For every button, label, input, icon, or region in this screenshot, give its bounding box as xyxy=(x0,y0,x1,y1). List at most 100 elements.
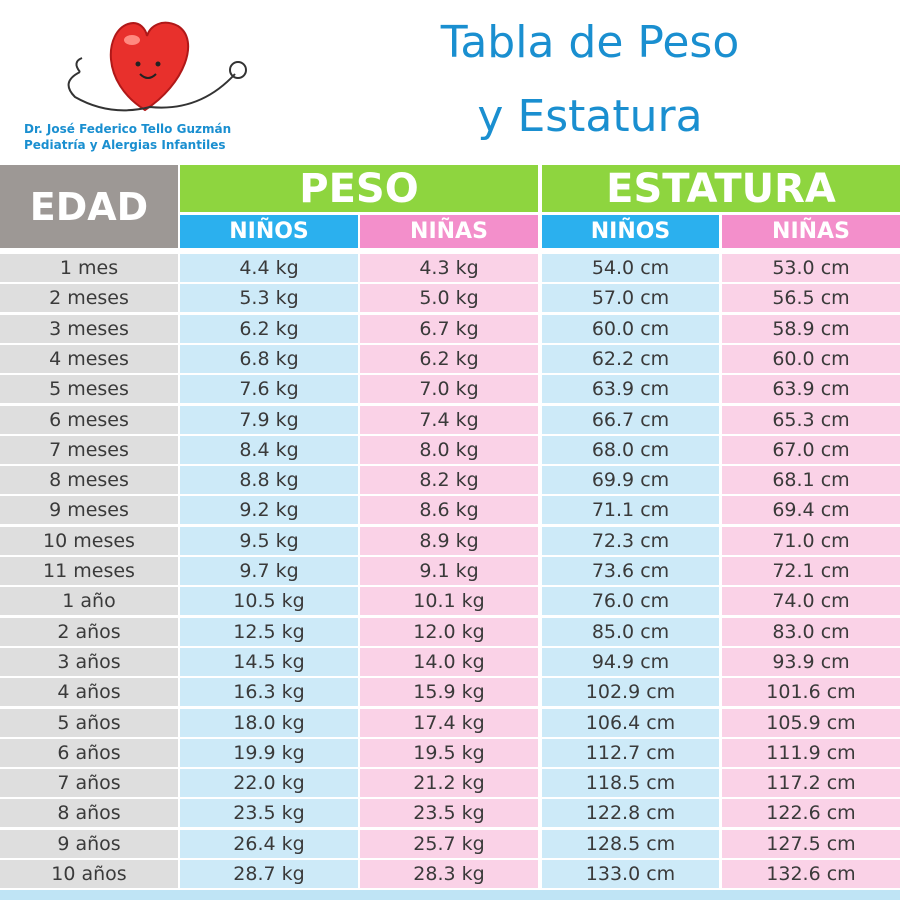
value-cell: 117.2 cm xyxy=(722,769,900,798)
value-cell: 73.6 cm xyxy=(542,557,719,585)
value-cell: 7.6 kg xyxy=(180,375,358,404)
value-cell: 12.5 kg xyxy=(180,617,358,646)
value-cell: 5.0 kg xyxy=(360,284,538,313)
value-cell: 93.9 cm xyxy=(722,647,900,676)
age-cell: 6 meses xyxy=(0,405,178,434)
value-cell: 76.0 cm xyxy=(542,587,719,616)
value-cell: 112.7 cm xyxy=(542,738,719,767)
value-cell: 122.8 cm xyxy=(542,799,719,828)
doctor-name: Dr. José Federico Tello Guzmán xyxy=(24,122,232,136)
subheader: NIÑOS xyxy=(542,215,719,248)
age-cell: 10 años xyxy=(0,860,178,888)
value-cell: 122.6 cm xyxy=(722,799,900,828)
title-line: Tabla de Peso xyxy=(440,16,740,68)
value-cell: 6.2 kg xyxy=(360,344,538,373)
value-cell: 28.3 kg xyxy=(360,860,538,888)
age-cell: 3 años xyxy=(0,647,178,676)
value-cell: 85.0 cm xyxy=(542,617,719,646)
value-cell: 26.4 kg xyxy=(180,829,358,858)
value-cell: 106.4 cm xyxy=(542,708,719,737)
age-cell: 5 meses xyxy=(0,375,178,404)
value-cell: 9.7 kg xyxy=(180,557,358,585)
value-cell: 14.5 kg xyxy=(180,647,358,676)
age-cell: 2 años xyxy=(0,617,178,646)
age-cell: 1 mes xyxy=(0,254,178,282)
subheader: NIÑOS xyxy=(180,215,358,248)
value-cell: 4.3 kg xyxy=(360,254,538,282)
title-line: y Estatura xyxy=(477,90,703,142)
value-cell: 60.0 cm xyxy=(542,314,719,343)
value-cell: 132.6 cm xyxy=(722,860,900,888)
value-cell: 62.2 cm xyxy=(542,344,719,373)
value-cell: 127.5 cm xyxy=(722,829,900,858)
value-cell: 63.9 cm xyxy=(542,375,719,404)
value-cell: 19.9 kg xyxy=(180,738,358,767)
value-cell: 14.0 kg xyxy=(360,647,538,676)
value-cell: 8.4 kg xyxy=(180,435,358,464)
value-cell: 12.0 kg xyxy=(360,617,538,646)
age-cell: 6 años xyxy=(0,738,178,767)
age-cell: 9 años xyxy=(0,829,178,858)
value-cell: 6.2 kg xyxy=(180,314,358,343)
subheader: NIÑAS xyxy=(360,215,538,248)
value-cell: 28.7 kg xyxy=(180,860,358,888)
value-cell: 71.1 cm xyxy=(542,496,719,525)
value-cell: 19.5 kg xyxy=(360,738,538,767)
value-cell: 68.1 cm xyxy=(722,466,900,495)
age-cell: 11 meses xyxy=(0,557,178,585)
value-cell: 16.3 kg xyxy=(180,678,358,707)
value-cell: 72.1 cm xyxy=(722,557,900,585)
value-cell: 17.4 kg xyxy=(360,708,538,737)
value-cell: 8.8 kg xyxy=(180,466,358,495)
value-cell: 67.0 cm xyxy=(722,435,900,464)
age-cell: 5 años xyxy=(0,708,178,737)
value-cell: 105.9 cm xyxy=(722,708,900,737)
value-cell: 58.9 cm xyxy=(722,314,900,343)
value-cell: 8.0 kg xyxy=(360,435,538,464)
value-cell: 6.8 kg xyxy=(180,344,358,373)
value-cell: 15.9 kg xyxy=(360,678,538,707)
value-cell: 71.0 cm xyxy=(722,526,900,555)
age-cell: 9 meses xyxy=(0,496,178,525)
value-cell: 74.0 cm xyxy=(722,587,900,616)
value-cell: 54.0 cm xyxy=(542,254,719,282)
age-cell: 10 meses xyxy=(0,526,178,555)
value-cell: 18.0 kg xyxy=(180,708,358,737)
value-cell: 65.3 cm xyxy=(722,405,900,434)
value-cell: 101.6 cm xyxy=(722,678,900,707)
value-cell: 68.0 cm xyxy=(542,435,719,464)
value-cell: 69.4 cm xyxy=(722,496,900,525)
age-cell: 4 meses xyxy=(0,344,178,373)
age-cell: 2 meses xyxy=(0,284,178,313)
age-cell: 7 meses xyxy=(0,435,178,464)
value-cell: 102.9 cm xyxy=(542,678,719,707)
value-cell: 111.9 cm xyxy=(722,738,900,767)
value-cell: 25.7 kg xyxy=(360,829,538,858)
age-cell: 7 años xyxy=(0,769,178,798)
value-cell: 9.5 kg xyxy=(180,526,358,555)
estatura-header: ESTATURA xyxy=(542,165,900,212)
value-cell: 23.5 kg xyxy=(180,799,358,828)
value-cell: 63.9 cm xyxy=(722,375,900,404)
value-cell: 6.7 kg xyxy=(360,314,538,343)
peso-header: PESO xyxy=(180,165,538,212)
value-cell: 118.5 cm xyxy=(542,769,719,798)
value-cell: 8.9 kg xyxy=(360,526,538,555)
value-cell: 56.5 cm xyxy=(722,284,900,313)
value-cell: 8.6 kg xyxy=(360,496,538,525)
value-cell: 23.5 kg xyxy=(360,799,538,828)
age-cell: 3 meses xyxy=(0,314,178,343)
footer-strip xyxy=(0,890,900,900)
value-cell: 10.1 kg xyxy=(360,587,538,616)
value-cell: 72.3 cm xyxy=(542,526,719,555)
value-cell: 66.7 cm xyxy=(542,405,719,434)
age-cell: 1 año xyxy=(0,587,178,616)
value-cell: 5.3 kg xyxy=(180,284,358,313)
value-cell: 83.0 cm xyxy=(722,617,900,646)
edad-header: EDAD xyxy=(0,165,178,248)
value-cell: 22.0 kg xyxy=(180,769,358,798)
value-cell: 4.4 kg xyxy=(180,254,358,282)
value-cell: 128.5 cm xyxy=(542,829,719,858)
value-cell: 69.9 cm xyxy=(542,466,719,495)
value-cell: 9.2 kg xyxy=(180,496,358,525)
